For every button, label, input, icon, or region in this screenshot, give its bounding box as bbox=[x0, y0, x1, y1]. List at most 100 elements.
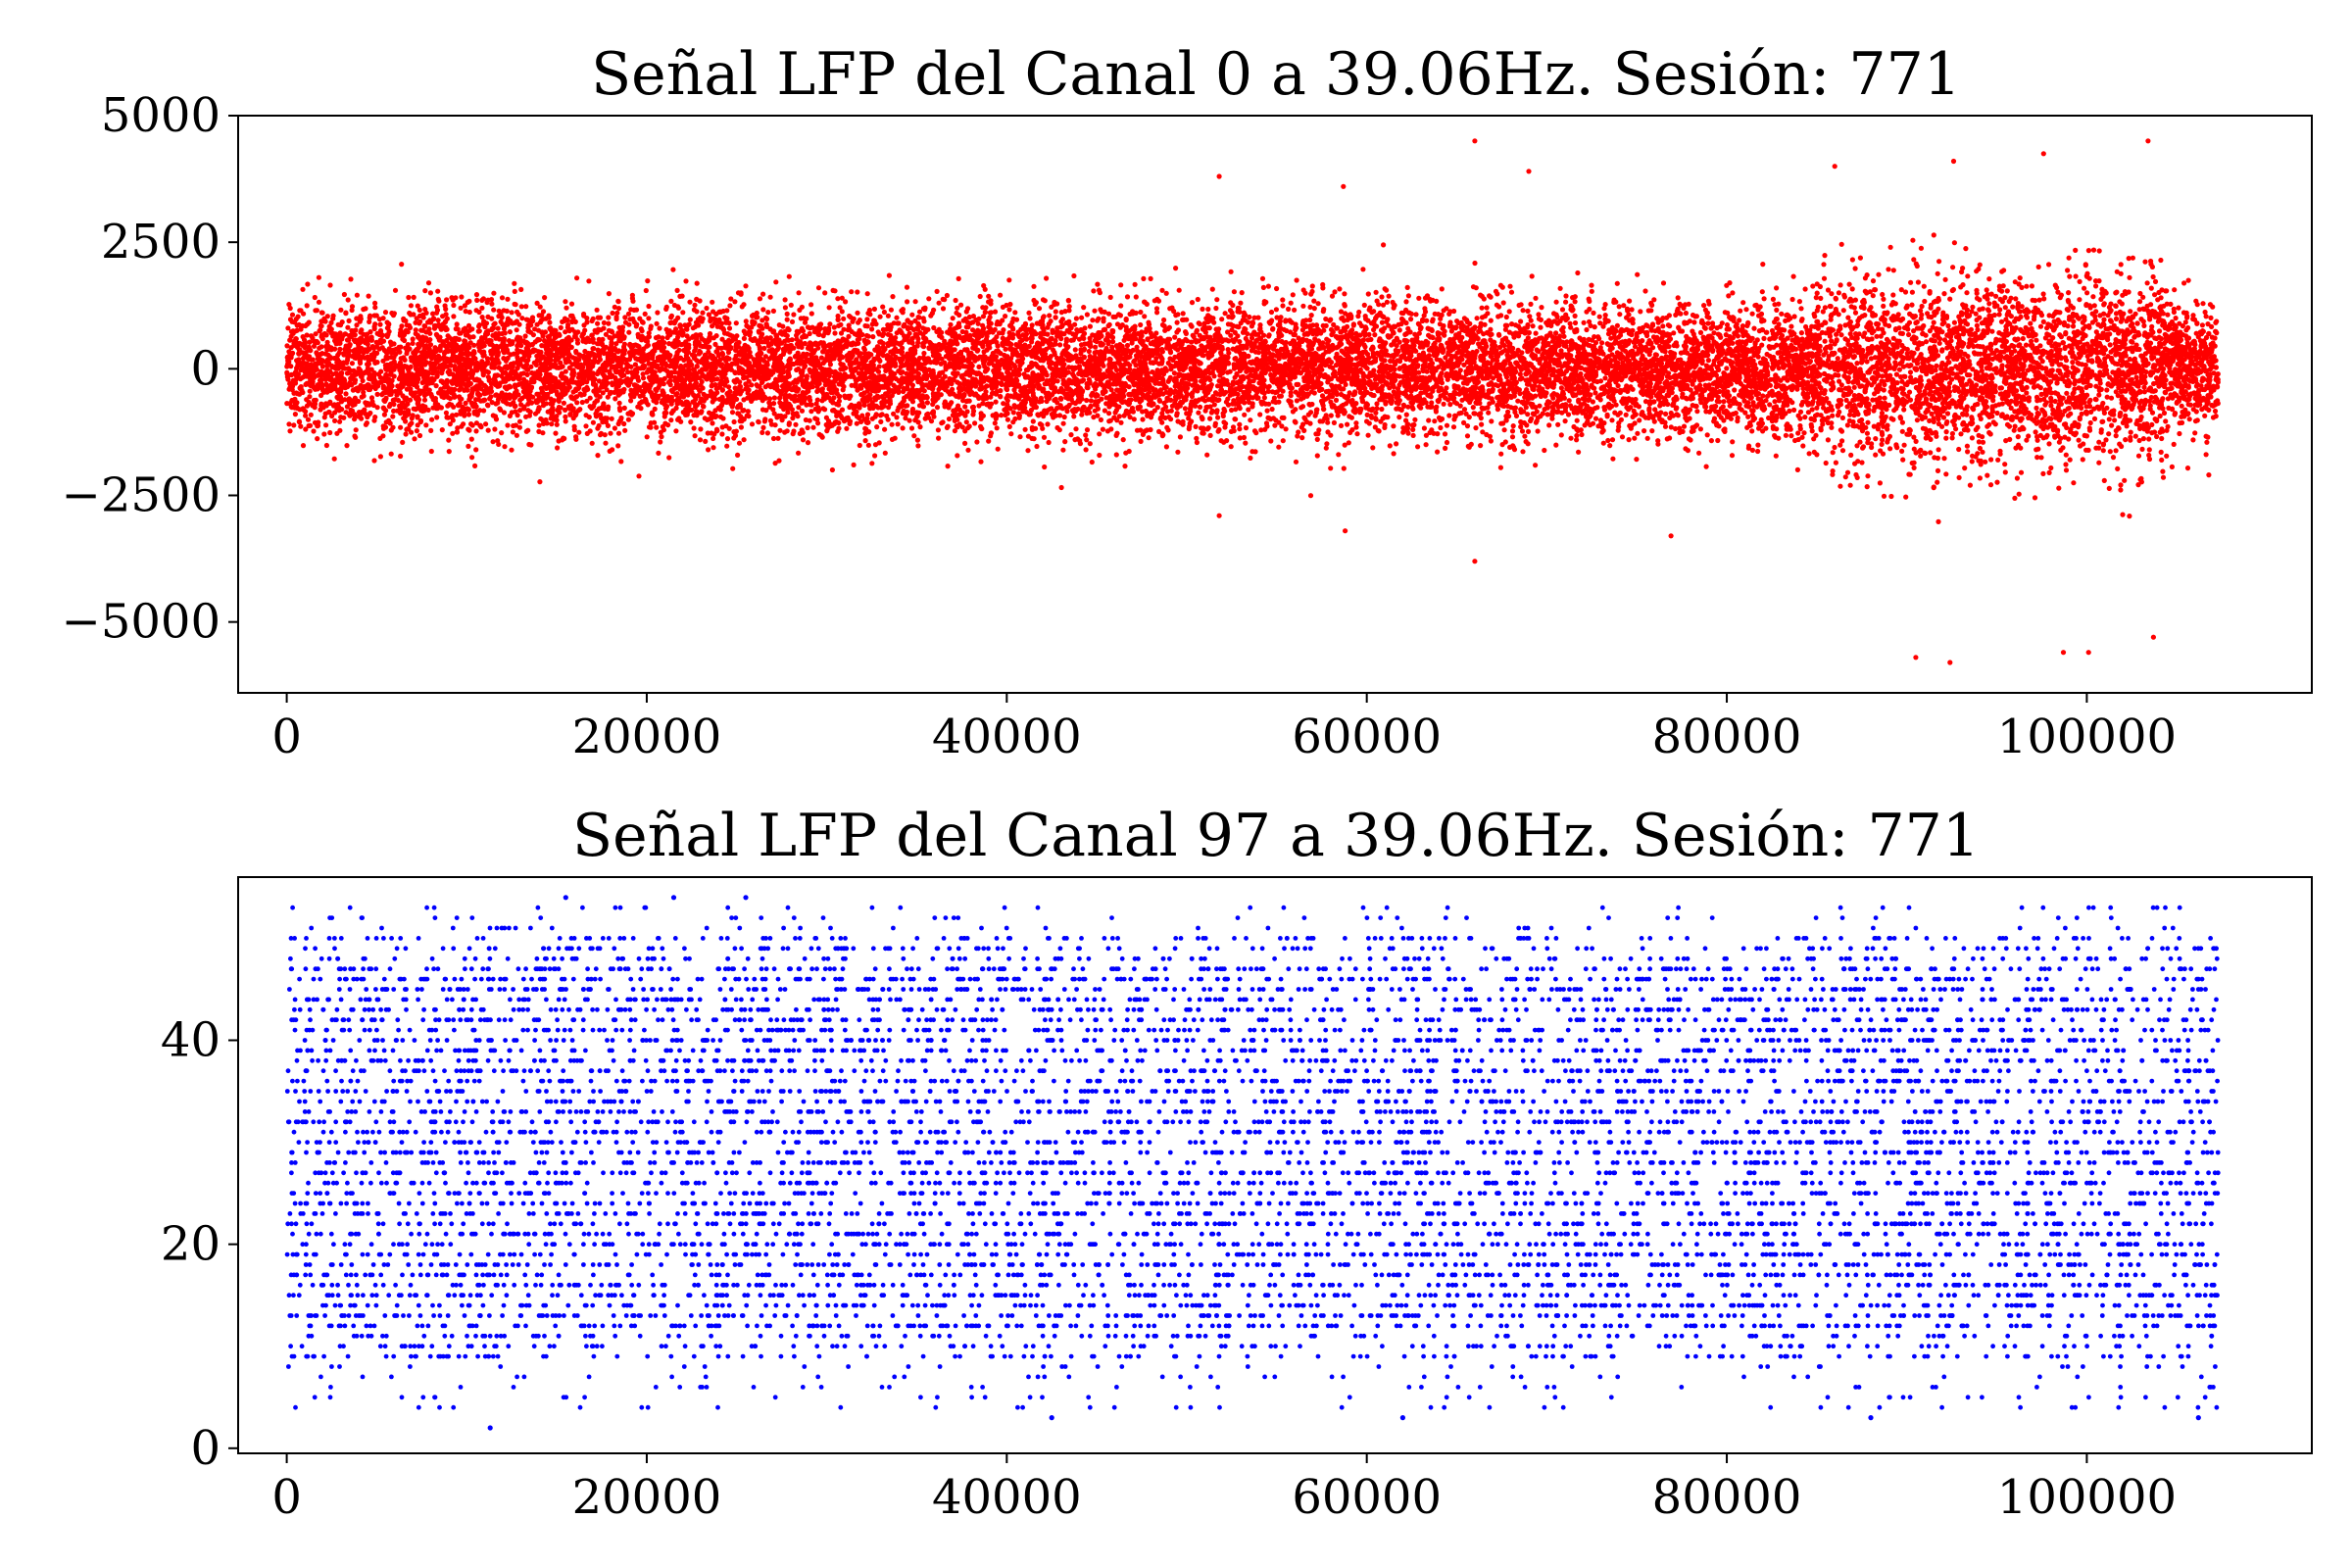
data-point bbox=[397, 345, 402, 350]
data-point bbox=[1890, 292, 1895, 297]
data-point bbox=[1969, 415, 1974, 419]
data-point bbox=[2157, 328, 2162, 333]
data-point bbox=[1312, 390, 1317, 395]
data-point bbox=[750, 421, 755, 426]
data-point bbox=[342, 292, 347, 297]
data-point bbox=[610, 447, 614, 452]
data-point bbox=[377, 322, 382, 327]
data-point bbox=[1531, 323, 1536, 328]
data-point bbox=[2086, 248, 2091, 253]
data-point bbox=[760, 307, 765, 312]
data-point bbox=[1788, 433, 1793, 438]
data-point bbox=[872, 307, 877, 312]
data-point bbox=[1888, 494, 1893, 499]
data-point bbox=[1952, 240, 1957, 245]
data-point bbox=[1663, 412, 1668, 416]
data-point bbox=[1789, 400, 1794, 405]
data-point bbox=[2108, 342, 2113, 347]
data-point bbox=[1045, 332, 1050, 337]
data-point bbox=[1329, 413, 1334, 417]
data-point bbox=[1602, 375, 1607, 380]
data-point bbox=[2132, 334, 2137, 339]
data-point bbox=[771, 401, 776, 406]
data-point bbox=[491, 291, 496, 296]
data-point bbox=[793, 422, 798, 427]
data-point bbox=[338, 308, 343, 313]
data-point bbox=[1084, 447, 1089, 452]
data-point bbox=[1724, 366, 1729, 370]
data-point bbox=[693, 433, 698, 438]
data-point bbox=[1479, 422, 1484, 427]
data-point bbox=[1525, 309, 1530, 314]
data-point bbox=[877, 331, 882, 336]
data-point bbox=[742, 437, 747, 442]
data-point bbox=[2003, 305, 2008, 310]
data-point bbox=[1240, 290, 1245, 295]
data-point bbox=[1471, 411, 1476, 416]
data-point bbox=[1447, 402, 1452, 407]
data-point bbox=[806, 425, 810, 430]
data-point bbox=[1037, 306, 1042, 311]
data-point bbox=[1709, 438, 1714, 443]
data-point bbox=[996, 447, 1001, 452]
data-point bbox=[2139, 447, 2144, 452]
data-point bbox=[621, 421, 626, 426]
data-point bbox=[622, 406, 627, 411]
data-point bbox=[1489, 418, 1494, 423]
data-point bbox=[479, 306, 484, 311]
data-point bbox=[539, 343, 544, 348]
data-point bbox=[1929, 306, 1934, 311]
data-point bbox=[710, 420, 714, 425]
data-point bbox=[1853, 266, 1858, 270]
data-point bbox=[777, 428, 782, 433]
data-point bbox=[435, 289, 440, 294]
data-point bbox=[1945, 323, 1950, 328]
data-point bbox=[367, 294, 371, 299]
data-point bbox=[2107, 416, 2112, 421]
data-point bbox=[412, 436, 416, 441]
data-point bbox=[993, 420, 998, 425]
data-point bbox=[1970, 435, 1975, 440]
data-point bbox=[1161, 318, 1166, 322]
data-point bbox=[1413, 312, 1418, 317]
data-point bbox=[1498, 452, 1503, 457]
data-point bbox=[1125, 343, 1130, 348]
data-point bbox=[2204, 452, 2209, 457]
data-point bbox=[1405, 285, 1410, 290]
data-point bbox=[573, 434, 578, 439]
data-point bbox=[710, 436, 715, 441]
data-point bbox=[1970, 454, 1975, 459]
data-point bbox=[965, 448, 970, 453]
data-point bbox=[473, 428, 478, 433]
data-point bbox=[305, 303, 310, 308]
data-point bbox=[1196, 297, 1200, 302]
data-point bbox=[732, 419, 737, 424]
data-point bbox=[1489, 318, 1494, 323]
data-point bbox=[580, 400, 585, 405]
data-point bbox=[1265, 409, 1270, 414]
data-point bbox=[947, 416, 952, 421]
data-point bbox=[576, 430, 581, 435]
data-point bbox=[1573, 320, 1578, 325]
data-point bbox=[354, 427, 359, 432]
data-point bbox=[1412, 417, 1417, 422]
data-point bbox=[1887, 446, 1892, 451]
data-point bbox=[1084, 398, 1089, 403]
data-point bbox=[886, 314, 891, 318]
data-point bbox=[988, 298, 993, 303]
data-point bbox=[1978, 352, 1983, 357]
data-point bbox=[1408, 317, 1413, 321]
data-point bbox=[1118, 303, 1123, 308]
data-point bbox=[1487, 293, 1492, 298]
data-point bbox=[1755, 449, 1760, 454]
data-point bbox=[876, 369, 881, 374]
data-point bbox=[1607, 443, 1612, 448]
data-point bbox=[327, 282, 332, 287]
data-point bbox=[645, 434, 650, 439]
data-point bbox=[1650, 323, 1655, 328]
data-point bbox=[2064, 391, 2069, 396]
data-point bbox=[2092, 416, 2097, 421]
data-point bbox=[808, 302, 813, 307]
data-point bbox=[610, 416, 614, 421]
data-point bbox=[2130, 340, 2134, 345]
